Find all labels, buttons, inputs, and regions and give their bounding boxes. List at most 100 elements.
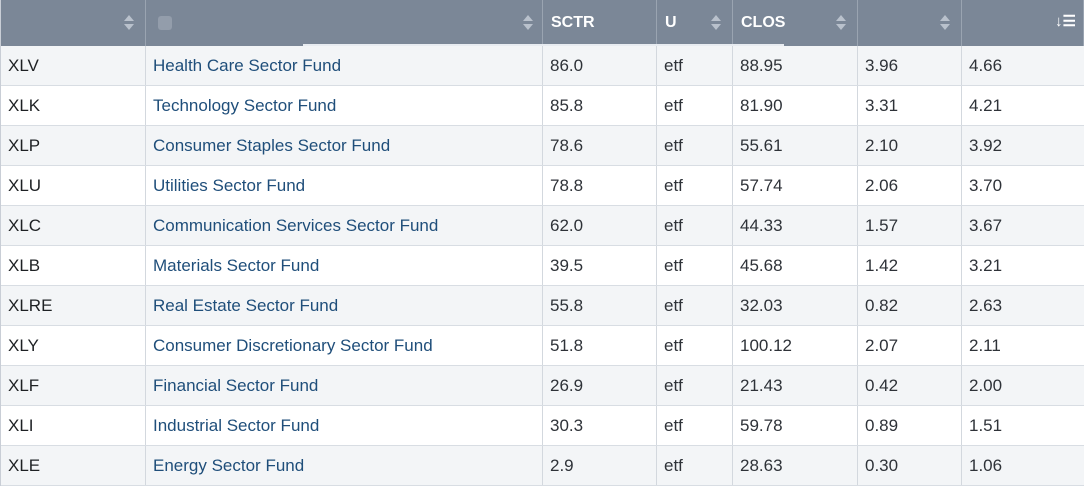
close-cell: 28.63: [733, 446, 858, 485]
sctr-cell: 55.8: [543, 286, 657, 325]
sort-icon[interactable]: [710, 13, 722, 33]
close-cell: 44.33: [733, 206, 858, 245]
sctr-cell: 30.3: [543, 406, 657, 445]
value-cell: 0.82: [858, 286, 962, 325]
table-row[interactable]: XLY Consumer Discretionary Sector Fund 51.…: [1, 326, 1084, 366]
close-cell: 21.43: [733, 366, 858, 405]
column-header-sctr[interactable]: SCTR: [543, 0, 657, 46]
table-row[interactable]: XLB Materials Sector Fund 39.5 etf 45.68 1.42…: [1, 246, 1084, 286]
sort-descending-icon[interactable]: ↓☰: [1055, 13, 1076, 30]
fund-name-link[interactable]: Industrial Sector Fund: [146, 406, 543, 445]
sctr-cell: 78.8: [543, 166, 657, 205]
value-cell: 1.57: [858, 206, 962, 245]
universe-cell: etf: [657, 406, 733, 445]
column-header-close[interactable]: CLOS: [733, 0, 858, 46]
universe-cell: etf: [657, 366, 733, 405]
symbol-cell: XLF: [1, 366, 146, 405]
close-cell: 55.61: [733, 126, 858, 165]
fund-name-link[interactable]: Utilities Sector Fund: [146, 166, 543, 205]
symbol-cell: XLY: [1, 326, 146, 365]
table-row[interactable]: XLK Technology Sector Fund 85.8 etf 81.90 3.3…: [1, 86, 1084, 126]
value-cell: 2.07: [858, 326, 962, 365]
header-divider: [303, 44, 784, 46]
sctr-cell: 85.8: [543, 86, 657, 125]
symbol-cell: XLU: [1, 166, 146, 205]
value-cell: 2.11: [969, 336, 1001, 355]
sctr-cell: 62.0: [543, 206, 657, 245]
sctr-cell: 39.5: [543, 246, 657, 285]
table-row[interactable]: XLV Health Care Sector Fund 86.0 etf 88.95 3.…: [1, 46, 1084, 86]
table-body: XLV Health Care Sector Fund 86.0 etf 88.95 3.…: [1, 46, 1084, 486]
sort-icon[interactable]: [522, 13, 534, 33]
fund-name-link[interactable]: Communication Services Sector Fund: [146, 206, 543, 245]
sctr-cell: 26.9: [543, 366, 657, 405]
sctr-cell: 86.0: [543, 46, 657, 85]
universe-cell: etf: [657, 126, 733, 165]
value-cell: 1.06: [969, 456, 1003, 475]
table-row[interactable]: XLU Utilities Sector Fund 78.8 etf 57.74 2.06…: [1, 166, 1084, 206]
value-cell: 2.63: [969, 296, 1003, 315]
symbol-cell: XLP: [1, 126, 146, 165]
value-cell: 2.10: [858, 126, 962, 165]
table-row[interactable]: XLF Financial Sector Fund 26.9 etf 21.43 0.42…: [1, 366, 1084, 406]
column-header-name[interactable]: [146, 0, 543, 46]
fund-name-link[interactable]: Real Estate Sector Fund: [146, 286, 543, 325]
universe-cell: etf: [657, 326, 733, 365]
fund-name-link[interactable]: Consumer Discretionary Sector Fund: [146, 326, 543, 365]
symbol-cell: XLK: [1, 86, 146, 125]
sctr-cell: 2.9: [543, 446, 657, 485]
universe-cell: etf: [657, 206, 733, 245]
sort-icon[interactable]: [123, 13, 135, 33]
value-cell: 1.42: [858, 246, 962, 285]
value-cell: 0.30: [858, 446, 962, 485]
close-cell: 88.95: [733, 46, 858, 85]
value-cell: 3.31: [858, 86, 962, 125]
universe-cell: etf: [657, 86, 733, 125]
fund-name-link[interactable]: Consumer Staples Sector Fund: [146, 126, 543, 165]
value-cell: 2.00: [969, 376, 1003, 395]
value-cell: 3.70: [969, 176, 1003, 195]
column-header-u[interactable]: U: [657, 0, 733, 46]
symbol-cell: XLB: [1, 246, 146, 285]
column-header-symbol[interactable]: [1, 0, 146, 46]
close-cell: 57.74: [733, 166, 858, 205]
universe-cell: etf: [657, 286, 733, 325]
fund-name-link[interactable]: Materials Sector Fund: [146, 246, 543, 285]
value-cell: 0.42: [858, 366, 962, 405]
value-cell: 3.96: [858, 46, 962, 85]
value-cell: 0.89: [858, 406, 962, 445]
table-row[interactable]: XLC Communication Services Sector Fund 62.…: [1, 206, 1084, 246]
sctr-cell: 51.8: [543, 326, 657, 365]
value-cell: 2.06: [858, 166, 962, 205]
universe-cell: etf: [657, 246, 733, 285]
close-cell: 59.78: [733, 406, 858, 445]
fund-name-link[interactable]: Energy Sector Fund: [146, 446, 543, 485]
universe-cell: etf: [657, 166, 733, 205]
value-cell: 3.21: [969, 256, 1003, 275]
fund-name-link[interactable]: Health Care Sector Fund: [146, 46, 543, 85]
symbol-cell: XLRE: [1, 286, 146, 325]
table-row[interactable]: XLRE Real Estate Sector Fund 55.8 etf 32.03 0…: [1, 286, 1084, 326]
close-cell: 32.03: [733, 286, 858, 325]
value-cell: 4.21: [969, 96, 1003, 115]
symbol-cell: XLE: [1, 446, 146, 485]
fund-name-link[interactable]: Technology Sector Fund: [146, 86, 543, 125]
sort-icon[interactable]: [939, 13, 951, 33]
close-cell: 81.90: [733, 86, 858, 125]
symbol-cell: XLI: [1, 406, 146, 445]
table-row[interactable]: XLI Industrial Sector Fund 30.3 etf 59.78 0.8…: [1, 406, 1084, 446]
sort-icon[interactable]: [835, 13, 847, 33]
table-row[interactable]: XLE Energy Sector Fund 2.9 etf 28.63 0.30 1.06: [1, 446, 1084, 486]
obscured-header-icon: [158, 15, 172, 30]
table-header: SCTR U CLOS ↓☰: [1, 0, 1084, 46]
value-cell: 3.92: [969, 136, 1003, 155]
column-header-6[interactable]: [858, 0, 962, 46]
column-header-7[interactable]: ↓☰: [962, 0, 1084, 46]
value-cell: 1.51: [969, 416, 1003, 435]
fund-name-link[interactable]: Financial Sector Fund: [146, 366, 543, 405]
universe-cell: etf: [657, 46, 733, 85]
close-cell: 100.12: [733, 326, 858, 365]
symbol-cell: XLV: [1, 46, 146, 85]
table-row[interactable]: XLP Consumer Staples Sector Fund 78.6 etf 55…: [1, 126, 1084, 166]
